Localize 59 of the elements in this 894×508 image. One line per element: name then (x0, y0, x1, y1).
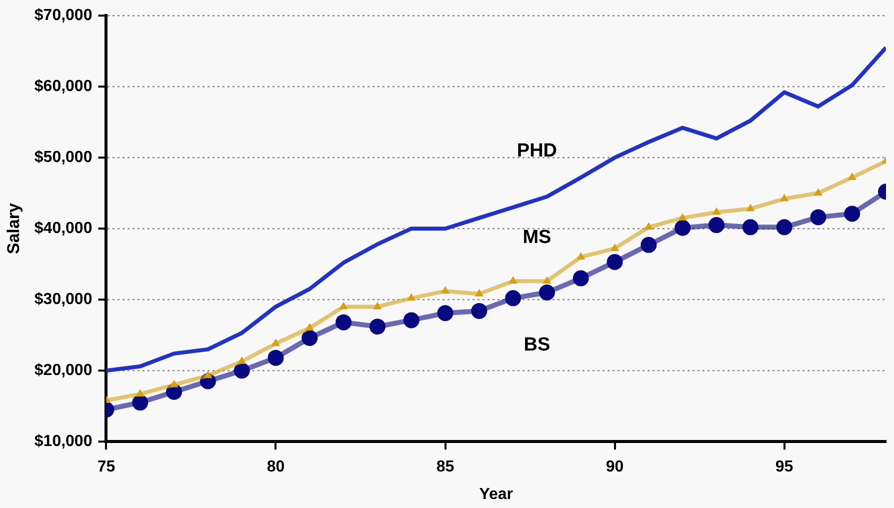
x-tick-label: 90 (606, 458, 624, 476)
point (606, 254, 623, 270)
y-tick-label: $70,000 (34, 7, 92, 24)
point (576, 252, 586, 260)
point (170, 380, 178, 388)
point (234, 362, 250, 379)
series-label: PHD (516, 140, 558, 162)
point (810, 209, 826, 226)
point (814, 188, 823, 196)
point (369, 318, 386, 335)
point (407, 293, 416, 301)
point (742, 219, 758, 236)
point (336, 314, 352, 330)
x-axis-title: Year (479, 486, 514, 503)
point (268, 350, 284, 366)
x-tick-label: 80 (266, 458, 285, 476)
point (708, 217, 724, 234)
point (132, 394, 148, 411)
point (746, 204, 755, 212)
x-tick-label: 95 (775, 458, 794, 476)
point (674, 220, 691, 236)
point (238, 356, 246, 364)
point (136, 389, 144, 397)
point (538, 284, 555, 300)
point (542, 276, 552, 284)
point (305, 323, 314, 330)
point (403, 312, 420, 328)
point (844, 206, 860, 222)
series-label: BS (524, 334, 550, 356)
point (848, 172, 856, 180)
point (610, 243, 620, 251)
point (572, 270, 589, 286)
point (640, 236, 657, 253)
x-tick-label: 85 (436, 458, 454, 476)
point (776, 219, 792, 236)
point (644, 222, 654, 230)
point (302, 330, 318, 346)
point (712, 207, 721, 215)
point (505, 290, 522, 306)
point (339, 302, 348, 310)
point (437, 305, 454, 322)
point (271, 338, 280, 346)
point (474, 288, 484, 296)
point (471, 302, 488, 319)
y-tick-label: $60,000 (34, 78, 92, 96)
x-tick-label: 75 (97, 458, 116, 476)
series-label: MS (522, 227, 552, 248)
point (204, 370, 212, 378)
point (440, 286, 450, 294)
point (678, 212, 687, 220)
y-tick-label: $20,000 (34, 362, 92, 380)
point (373, 302, 382, 310)
y-tick-label: $50,000 (34, 149, 92, 166)
point (508, 276, 518, 284)
point (780, 194, 789, 202)
y-tick-label: $40,000 (34, 220, 92, 238)
y-axis-title: Salary (4, 202, 23, 254)
y-tick-label: $30,000 (34, 291, 92, 308)
y-tick-label: $10,000 (34, 433, 92, 450)
